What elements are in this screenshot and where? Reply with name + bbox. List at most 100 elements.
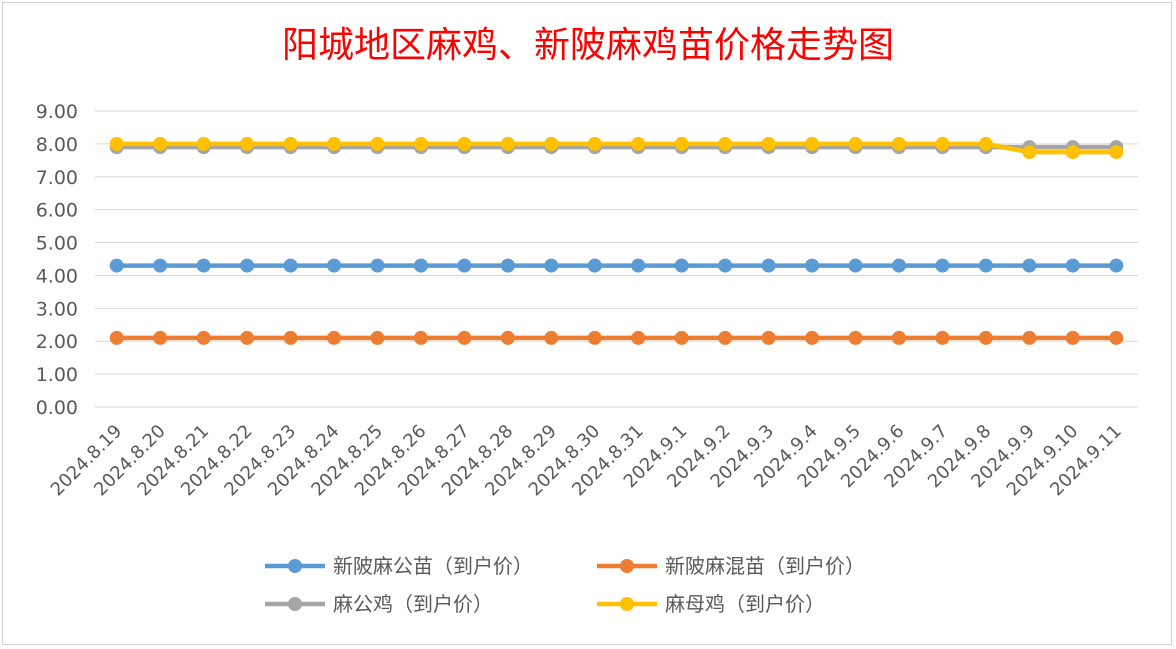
legend-item-1: 新陂麻混苗（到户价）	[597, 554, 865, 578]
data-point	[674, 136, 689, 151]
data-point	[283, 258, 298, 273]
data-point	[587, 258, 602, 273]
series-line	[116, 141, 1117, 155]
data-point	[370, 136, 385, 151]
legend-item-3: 麻母鸡（到户价）	[597, 592, 825, 616]
data-point	[153, 258, 168, 273]
data-point	[500, 330, 515, 345]
legend-label: 新陂麻混苗（到户价）	[665, 554, 865, 578]
legend-label: 麻母鸡（到户价）	[665, 592, 825, 616]
legend-swatch-marker	[288, 559, 302, 573]
y-tick-label: 9.00	[36, 101, 78, 123]
data-point	[935, 136, 950, 151]
data-point	[587, 136, 602, 151]
data-point	[457, 330, 472, 345]
data-point	[1109, 258, 1124, 273]
data-point	[891, 136, 906, 151]
data-point	[196, 330, 211, 345]
gridlines	[95, 110, 1138, 408]
chart-title: 阳城地区麻鸡、新陂麻鸡苗价格走势图	[281, 25, 894, 66]
data-point	[978, 330, 993, 345]
data-point	[327, 258, 342, 273]
data-point	[370, 330, 385, 345]
data-point	[805, 330, 820, 345]
data-point	[631, 258, 646, 273]
data-point	[674, 258, 689, 273]
data-point	[544, 258, 559, 273]
y-tick-label: 4.00	[36, 265, 78, 287]
data-point	[587, 330, 602, 345]
data-point	[544, 330, 559, 345]
data-point	[327, 330, 342, 345]
data-point	[500, 136, 515, 151]
legend-swatch-marker	[288, 597, 302, 611]
data-point	[196, 136, 211, 151]
data-point	[283, 136, 298, 151]
y-tick-label: 2.00	[36, 331, 78, 353]
data-point	[848, 136, 863, 151]
data-point	[1109, 145, 1124, 160]
data-point	[761, 136, 776, 151]
y-tick-label: 8.00	[36, 134, 78, 156]
data-point	[978, 136, 993, 151]
legend-swatch-marker	[620, 559, 634, 573]
legend-label: 新陂麻公苗（到户价）	[333, 554, 533, 578]
legend-item-0: 新陂麻公苗（到户价）	[265, 554, 533, 578]
data-point	[457, 136, 472, 151]
data-point	[1022, 258, 1037, 273]
data-point	[1065, 258, 1080, 273]
y-axis-ticks: 0.00 1.00 2.00 3.00 4.00 5.00 6.00 7.00 8.00 9.00	[36, 101, 78, 419]
data-point	[805, 258, 820, 273]
data-point	[891, 258, 906, 273]
y-tick-label: 3.00	[36, 298, 78, 320]
data-point	[240, 136, 255, 151]
legend-label: 麻公鸡（到户价）	[333, 592, 493, 616]
data-point	[848, 258, 863, 273]
data-point	[370, 258, 385, 273]
data-point	[1065, 330, 1080, 345]
data-point	[153, 136, 168, 151]
data-point	[413, 330, 428, 345]
data-point	[935, 330, 950, 345]
data-point	[413, 136, 428, 151]
data-point	[718, 330, 733, 345]
data-point	[1022, 145, 1037, 160]
legend-swatch-marker	[620, 597, 634, 611]
data-point	[805, 136, 820, 151]
legend: 新陂麻公苗（到户价） 新陂麻混苗（到户价） 麻公鸡（到户价） 麻母鸡（到户价）	[265, 554, 865, 616]
data-point	[500, 258, 515, 273]
y-tick-label: 1.00	[36, 364, 78, 386]
data-point	[413, 258, 428, 273]
data-point	[457, 258, 472, 273]
data-point	[109, 136, 124, 151]
data-point	[718, 258, 733, 273]
data-point	[283, 330, 298, 345]
data-point	[240, 330, 255, 345]
data-point	[196, 258, 211, 273]
y-tick-label: 0.00	[36, 397, 78, 419]
x-axis-ticks: 2024.8.192024.8.202024.8.212024.8.222024…	[47, 421, 1126, 501]
data-point	[153, 330, 168, 345]
data-point	[1022, 330, 1037, 345]
data-point	[1109, 330, 1124, 345]
data-point	[935, 258, 950, 273]
data-point	[848, 330, 863, 345]
data-point	[978, 258, 993, 273]
data-point	[761, 330, 776, 345]
data-point	[631, 330, 646, 345]
legend-item-2: 麻公鸡（到户价）	[265, 592, 493, 616]
data-point	[718, 136, 733, 151]
y-tick-label: 7.00	[36, 167, 78, 189]
data-point	[327, 136, 342, 151]
data-point	[761, 258, 776, 273]
data-point	[674, 330, 689, 345]
series-3	[109, 136, 1124, 160]
data-point	[631, 136, 646, 151]
series-0	[109, 258, 1124, 273]
data-point	[109, 258, 124, 273]
series-1	[109, 330, 1124, 345]
data-point	[109, 330, 124, 345]
data-point	[240, 258, 255, 273]
data-point	[1065, 145, 1080, 160]
